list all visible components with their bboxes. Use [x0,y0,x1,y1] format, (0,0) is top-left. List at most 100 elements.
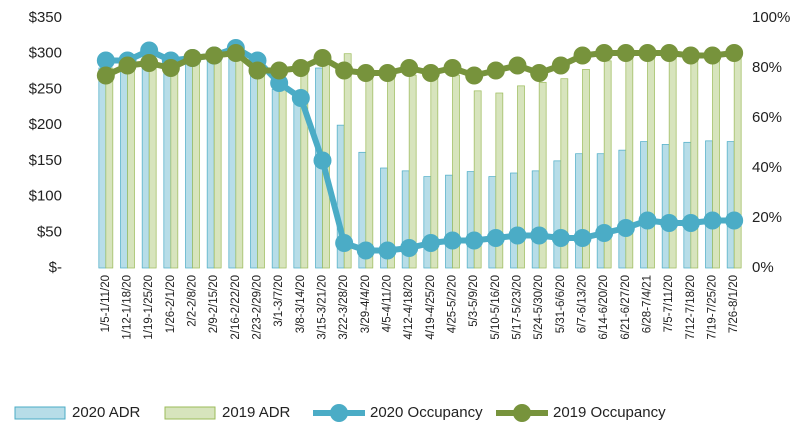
legend-item: 2020 Occupancy [313,404,483,422]
bar [141,60,150,269]
marker [660,44,679,62]
x-tick-label: 6/7-6/13/20 [577,275,589,333]
marker [270,61,289,80]
x-tick-label: 1/19-1/25/20 [143,275,155,340]
legend-label: 2019 ADR [222,404,291,421]
marker [681,214,700,232]
legend-label: 2020 ADR [72,404,141,421]
bar [213,53,222,269]
y-tick-label: $- [49,259,62,276]
marker [508,56,527,75]
bar [582,69,590,269]
marker [118,56,137,75]
bar [170,64,179,269]
marker [96,66,115,85]
x-tick-label: 6/14-6/20/20 [598,275,610,340]
x-tick-label: 7/19-7/25/20 [707,275,719,340]
bar [206,53,215,269]
x-tick-label: 7/26-8/1/20 [728,275,740,333]
x-tick-label: 5/24-5/30/20 [533,275,545,340]
marker [725,211,744,230]
marker [703,211,722,230]
marker [291,89,310,107]
marker [140,54,159,72]
x-tick-label: 1/12-1/18/20 [122,275,134,340]
legend-item: 2019 Occupancy [496,404,666,422]
legend-swatch [164,406,216,420]
x-tick-label: 2/2-2/8/20 [187,275,199,327]
bar [192,56,200,269]
x-tick-label: 5/17-5/23/20 [512,275,524,340]
bar [510,172,518,269]
bar [257,56,265,269]
marker [725,44,744,62]
y-tick-label: $250 [29,80,62,97]
x-tick-label: 2/9-2/15/20 [208,275,220,333]
bar [517,85,525,269]
marker [270,74,289,92]
bar [228,49,237,269]
marker [161,59,180,77]
marker [508,226,527,245]
x-tick-label: 7/5-7/11/20 [663,275,675,332]
marker [356,64,375,82]
marker [486,61,505,80]
x-tick-label: 1/5-1/11/20 [100,275,112,332]
marker [638,44,657,62]
y2-tick-label: 20% [752,209,782,226]
y2-tick-label: 60% [752,109,782,126]
bar [661,144,670,269]
bar [647,53,655,269]
marker [551,56,570,75]
x-tick-label: 5/31-6/6/20 [555,275,567,333]
marker [443,59,462,77]
bar [683,141,692,269]
bar [473,90,482,269]
y2-tick-label: 100% [752,9,790,26]
marker [573,46,592,65]
marker [335,61,354,80]
x-tick-label: 6/28-7/4/21 [642,275,654,333]
bar [365,74,374,269]
bar [293,96,302,269]
x-tick-label: 3/8-3/14/20 [295,275,307,333]
legend-label: 2020 Occupancy [370,404,483,421]
legend-swatch [14,406,66,420]
x-tick-label: 2/23-2/29/20 [252,275,264,340]
marker [681,46,700,65]
marker [530,226,549,245]
bar [538,81,547,269]
marker [96,51,115,70]
marker [595,44,614,62]
marker [616,44,635,62]
x-tick-label: 5/10-5/16/20 [490,275,502,340]
marker [551,229,570,247]
bar [495,92,504,269]
bar [618,149,627,269]
x-tick-label: 1/26-2/1/20 [165,275,177,333]
bar [343,53,352,269]
marker [573,229,592,247]
bar [120,64,128,269]
bar [271,89,280,269]
bar [278,81,287,269]
bar [705,140,713,269]
marker [226,44,245,62]
marker [486,229,505,247]
bar [445,174,453,269]
marker [378,64,397,82]
marker [703,46,722,65]
marker [530,64,549,82]
marker [660,214,679,232]
marker [356,241,375,260]
bar [560,78,569,269]
marker [400,59,419,77]
marker [638,211,657,230]
marker [205,46,224,65]
bar [387,74,395,269]
x-tick-label: 5/3-5/9/20 [468,275,480,327]
bar [531,170,540,269]
legend-label: 2019 Occupancy [553,404,666,421]
x-tick-label: 2/16-2/22/20 [230,275,242,340]
marker [313,151,332,170]
